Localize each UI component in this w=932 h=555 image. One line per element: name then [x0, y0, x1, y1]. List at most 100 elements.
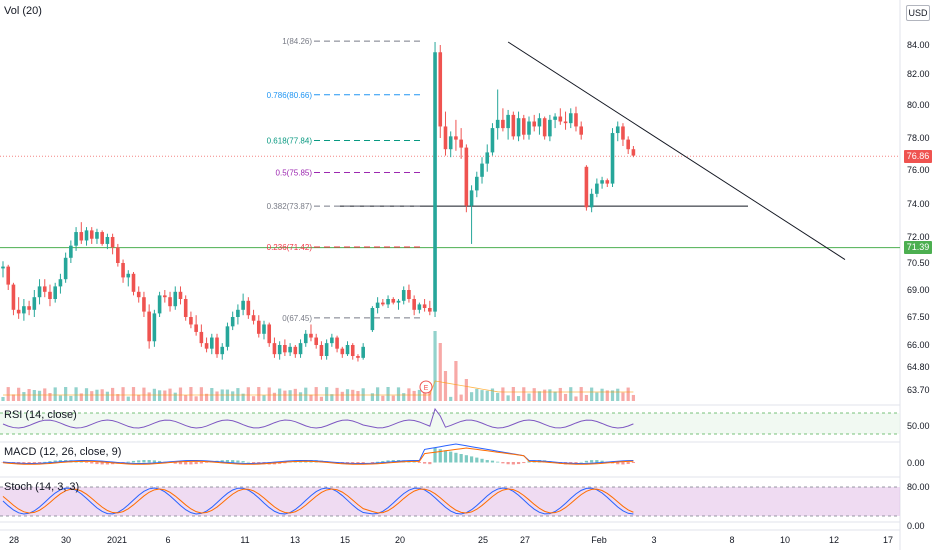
- macd-histogram-bar: [516, 462, 521, 465]
- volume-bar: [163, 390, 167, 401]
- candle-body: [173, 291, 178, 307]
- macd-histogram-bar: [464, 455, 468, 463]
- candle-body: [215, 337, 219, 355]
- volume-bar: [283, 390, 287, 401]
- volume-bar: [370, 393, 374, 401]
- y-tick-label: 70.50: [907, 258, 930, 268]
- y-tick-label: 74.00: [907, 199, 930, 209]
- candle-body: [459, 139, 463, 148]
- volume-bar: [69, 395, 73, 401]
- candle-body: [330, 337, 334, 344]
- candle-body: [506, 114, 510, 129]
- y-tick-label: 84.00: [907, 40, 930, 50]
- candle-body: [183, 299, 188, 317]
- macd-histogram-bar: [95, 462, 99, 465]
- candle-body: [464, 147, 469, 206]
- candle-body: [626, 139, 630, 150]
- candle-body: [241, 300, 245, 310]
- candle-body: [396, 300, 401, 303]
- x-tick-label: 2021: [107, 535, 127, 545]
- macd-histogram-bar: [454, 452, 458, 463]
- volume-bar: [22, 392, 26, 401]
- volume-bar: [532, 388, 536, 401]
- y-tick-label: 72.00: [907, 232, 930, 242]
- candle-body: [521, 118, 526, 135]
- macd-histogram-bar: [194, 462, 198, 465]
- fib-level-label: 0(67.45): [282, 314, 312, 323]
- candle-body: [490, 128, 495, 153]
- volume-bar: [231, 391, 235, 401]
- volume-bar: [11, 394, 16, 401]
- macd-histogram-bar: [251, 462, 256, 464]
- volume-ma-line: [3, 380, 634, 396]
- currency-badge[interactable]: USD: [906, 5, 930, 21]
- volume-bar: [454, 361, 458, 401]
- macd-line: [2, 443, 634, 465]
- macd-histogram-bar: [626, 462, 630, 465]
- volume-bar: [48, 393, 52, 401]
- macd-histogram-bar: [147, 460, 151, 463]
- x-tick-label: 30: [61, 535, 71, 545]
- candle-body: [262, 324, 266, 334]
- volume-bar: [527, 393, 531, 401]
- macd-histogram-bar: [574, 462, 578, 464]
- macd-histogram-bar: [480, 458, 484, 463]
- candle-body: [136, 291, 141, 298]
- volume-bar: [590, 387, 594, 401]
- macd-histogram-bar: [469, 456, 474, 463]
- candle-body: [375, 302, 380, 308]
- stoch-indicator-label[interactable]: Stoch (14, 3, 3): [4, 481, 80, 493]
- volume-bar: [595, 392, 599, 401]
- volume-bar: [605, 390, 609, 401]
- volume-bar: [204, 393, 209, 401]
- stoch-k-line: [2, 487, 634, 515]
- candle-body: [454, 136, 458, 140]
- volume-indicator-label[interactable]: Vol (20): [4, 5, 42, 17]
- candle-body: [319, 345, 324, 356]
- volume-bar: [501, 387, 505, 401]
- volume-bar: [1, 397, 5, 401]
- stoch-band: [0, 487, 900, 516]
- macd-histogram-bar: [443, 450, 448, 463]
- candle-body: [100, 232, 104, 244]
- candle-body: [42, 286, 47, 292]
- volume-bar: [386, 387, 390, 401]
- candle-body: [189, 317, 193, 325]
- candle-body: [69, 245, 73, 258]
- candle-body: [417, 304, 422, 310]
- macd-histogram-bar: [236, 460, 240, 463]
- macd-histogram-bar: [417, 462, 421, 463]
- macd-histogram-bar: [43, 461, 47, 463]
- volume-bar: [199, 387, 203, 401]
- volume-bar: [262, 395, 266, 401]
- candle-body: [527, 121, 531, 135]
- candle-body: [236, 309, 240, 317]
- volume-bar: [142, 387, 146, 401]
- macd-histogram-bar: [37, 462, 42, 464]
- earnings-marker-label: E: [424, 385, 429, 392]
- candle-body: [542, 118, 547, 137]
- volume-bar: [210, 388, 214, 401]
- macd-histogram-bar: [131, 460, 136, 463]
- volume-bar: [90, 391, 94, 401]
- x-tick-label: 10: [780, 535, 790, 545]
- candle-body: [563, 121, 568, 124]
- x-tick-label: 15: [340, 535, 350, 545]
- macd-histogram-bar: [621, 462, 625, 465]
- candle-body: [163, 295, 167, 298]
- rsi-indicator-label[interactable]: RSI (14, close): [4, 409, 77, 421]
- y-tick-label: 78.00: [907, 133, 930, 143]
- volume-bar: [288, 390, 292, 401]
- candle-body: [74, 232, 78, 246]
- volume-bar: [553, 391, 557, 401]
- macd-histogram-bar: [199, 462, 203, 464]
- volume-bar: [485, 390, 489, 401]
- macd-histogram-bar: [283, 462, 287, 464]
- macd-indicator-label[interactable]: MACD (12, 26, close, 9): [4, 446, 122, 458]
- fib-level-label: 0.618(77.84): [267, 137, 313, 146]
- candle-body: [553, 116, 557, 120]
- candle-body: [356, 356, 360, 358]
- candle-body: [324, 343, 329, 356]
